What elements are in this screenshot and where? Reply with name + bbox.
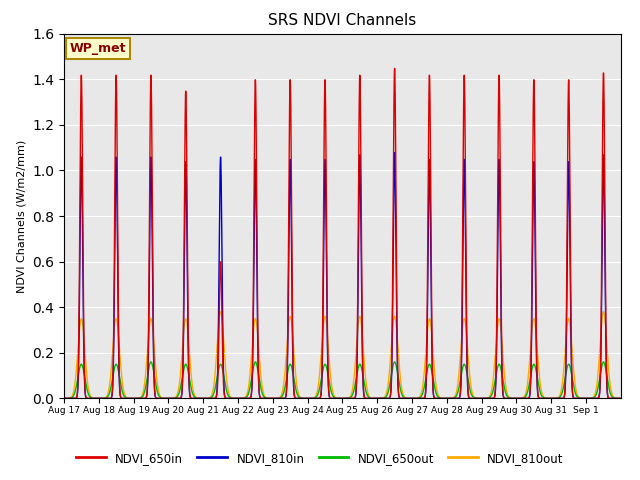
- Title: SRS NDVI Channels: SRS NDVI Channels: [268, 13, 417, 28]
- Legend: NDVI_650in, NDVI_810in, NDVI_650out, NDVI_810out: NDVI_650in, NDVI_810in, NDVI_650out, NDV…: [72, 447, 568, 469]
- Y-axis label: NDVI Channels (W/m2/mm): NDVI Channels (W/m2/mm): [17, 139, 27, 293]
- Text: WP_met: WP_met: [70, 42, 126, 55]
